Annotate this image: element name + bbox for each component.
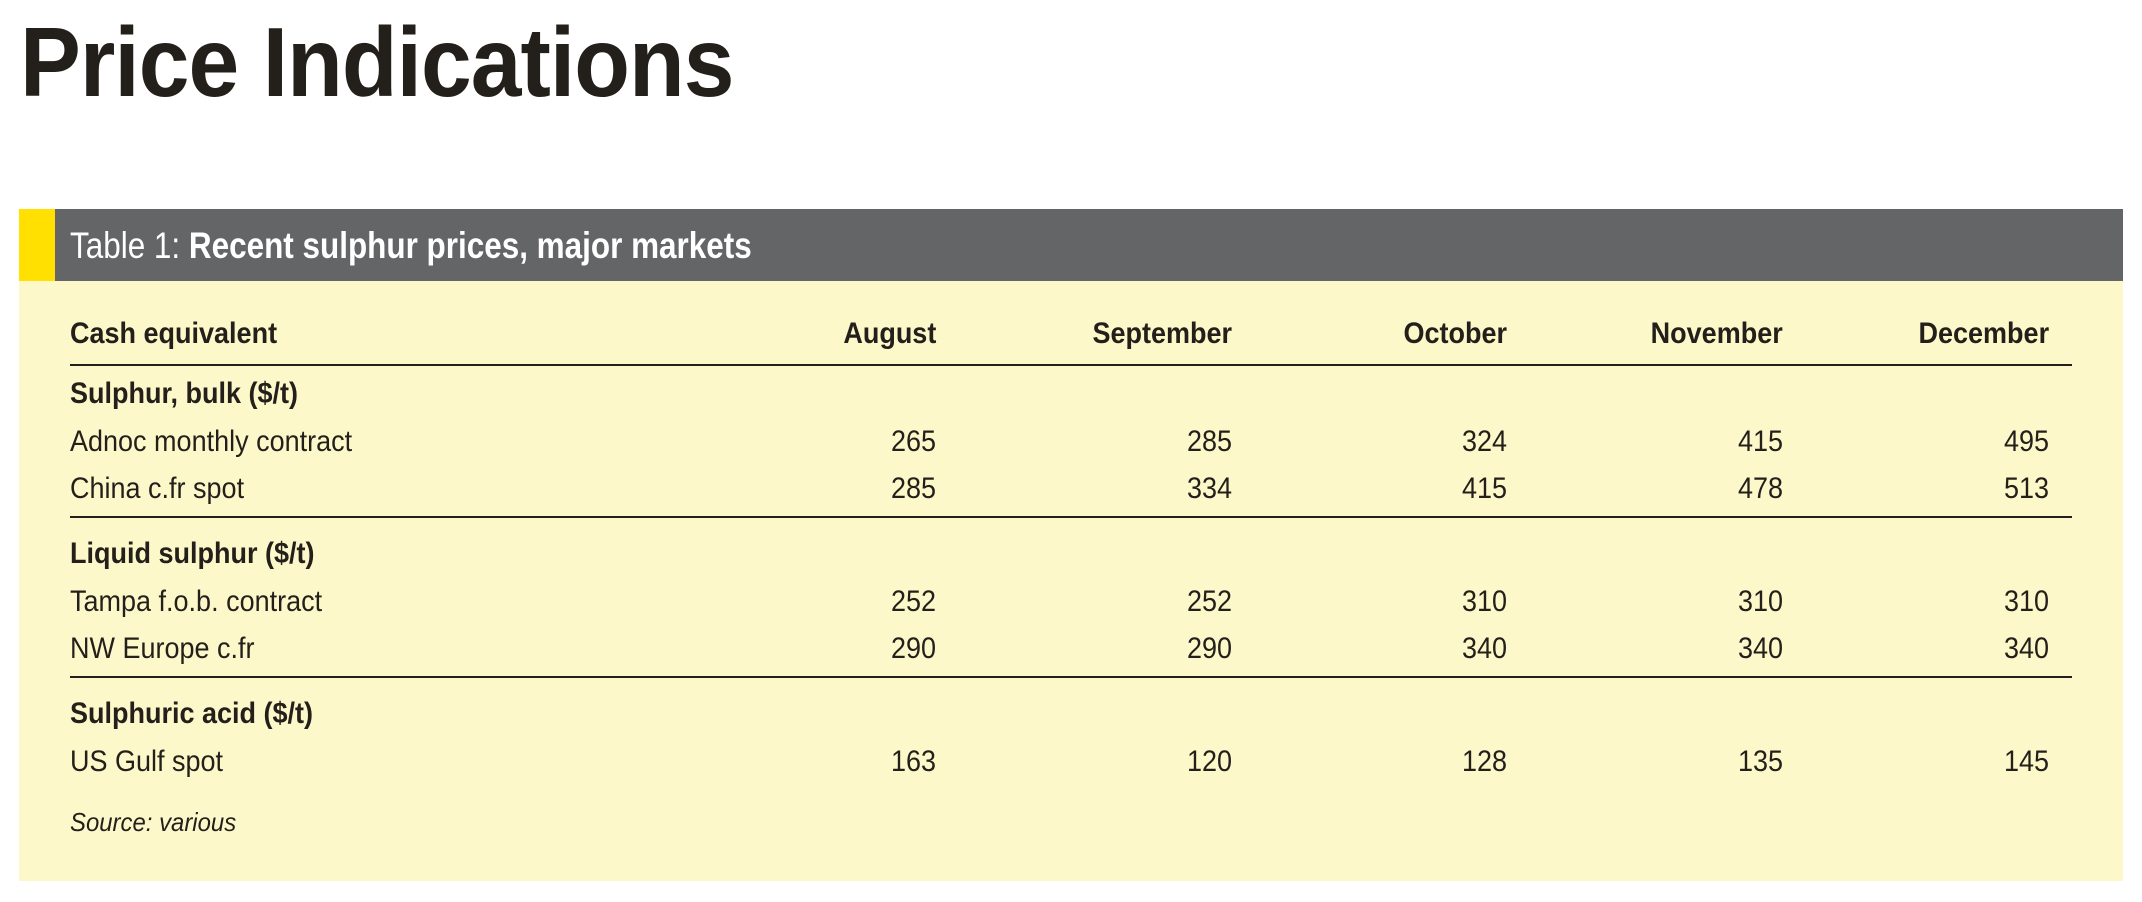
price-cell: 340 [1461, 632, 1507, 665]
row-label: Adnoc monthly contract [70, 425, 353, 458]
row-label: US Gulf spot [70, 745, 224, 778]
price-cell: 495 [2003, 425, 2049, 458]
price-cell: 290 [890, 632, 936, 665]
price-cell: 290 [1186, 632, 1232, 665]
price-cell: 252 [1186, 585, 1232, 618]
table-header-bar: Table 1: Recent sulphur prices, major ma… [19, 209, 2123, 281]
price-cell: 120 [1186, 745, 1232, 778]
column-header-september: September [1092, 317, 1232, 350]
column-header-december: December [1918, 317, 2049, 350]
price-cell: 415 [1461, 472, 1507, 505]
price-cell: 145 [2003, 745, 2049, 778]
price-cell: 163 [890, 745, 936, 778]
section-title: Liquid sulphur ($/t) [70, 537, 315, 570]
accent-strip [19, 209, 55, 281]
row-label: NW Europe c.fr [70, 632, 255, 665]
price-cell: 340 [1737, 632, 1783, 665]
section-title: Sulphur, bulk ($/t) [70, 377, 299, 410]
price-cell: 135 [1737, 745, 1783, 778]
column-header: Cash equivalent [70, 317, 278, 350]
price-cell: 310 [1737, 585, 1783, 618]
price-cell: 265 [890, 425, 936, 458]
price-cell: 478 [1737, 472, 1783, 505]
row-divider [70, 516, 2072, 518]
price-cell: 310 [1461, 585, 1507, 618]
price-cell: 513 [2003, 472, 2049, 505]
row-label: Tampa f.o.b. contract [70, 585, 323, 618]
price-cell: 310 [2003, 585, 2049, 618]
price-cell: 128 [1461, 745, 1507, 778]
price-cell: 285 [890, 472, 936, 505]
column-header-november: November [1650, 317, 1783, 350]
column-header-august: August [843, 317, 936, 350]
table-title: Recent sulphur prices, major markets [188, 225, 752, 266]
section-title: Sulphuric acid ($/t) [70, 697, 314, 730]
column-header-october: October [1403, 317, 1507, 350]
table-label: Table 1: [70, 225, 181, 266]
row-label: China c.fr spot [70, 472, 245, 505]
price-cell: 252 [890, 585, 936, 618]
price-cell: 285 [1186, 425, 1232, 458]
price-cell: 340 [2003, 632, 2049, 665]
table-source: Source: various [70, 807, 237, 837]
row-divider [70, 364, 2072, 366]
price-cell: 415 [1737, 425, 1783, 458]
table-caption: Table 1: Recent sulphur prices, major ma… [70, 225, 752, 267]
page-title: Price Indications [20, 7, 734, 117]
price-cell: 324 [1461, 425, 1507, 458]
row-divider [70, 676, 2072, 678]
price-table: Table 1: Recent sulphur prices, major ma… [19, 209, 2123, 881]
price-cell: 334 [1186, 472, 1232, 505]
